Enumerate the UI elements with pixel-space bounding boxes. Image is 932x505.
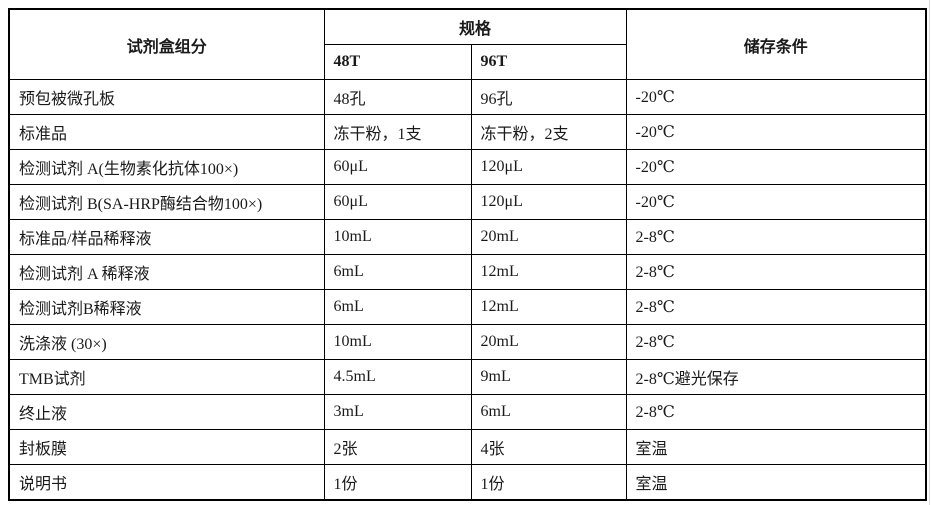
cell-96t: 120μL bbox=[470, 184, 627, 220]
cell-component: 洗涤液 (30×) bbox=[8, 324, 325, 360]
cell-96t: 96孔 bbox=[470, 79, 627, 115]
cell-96t: 12mL bbox=[470, 254, 627, 290]
cell-storage: 室温 bbox=[625, 429, 927, 465]
table-row: 检测试剂 A 稀释液 6mL 12mL 2-8℃ bbox=[8, 254, 927, 290]
cell-storage: 2-8℃避光保存 bbox=[625, 359, 927, 395]
cell-component: 预包被微孔板 bbox=[8, 79, 325, 115]
cell-48t: 6mL bbox=[323, 289, 472, 325]
cell-48t: 10mL bbox=[323, 219, 472, 255]
cell-component: 说明书 bbox=[8, 464, 325, 501]
cell-96t: 9mL bbox=[470, 359, 627, 395]
cell-storage: -20℃ bbox=[625, 79, 927, 115]
cell-component: 检测试剂B稀释液 bbox=[8, 289, 325, 325]
cell-96t: 20mL bbox=[470, 324, 627, 360]
cell-96t: 4张 bbox=[470, 429, 627, 465]
cell-storage: 2-8℃ bbox=[625, 289, 927, 325]
table-row: 终止液 3mL 6mL 2-8℃ bbox=[8, 394, 927, 430]
cell-48t: 6mL bbox=[323, 254, 472, 290]
cell-storage: -20℃ bbox=[625, 149, 927, 185]
page-edge-line bbox=[929, 0, 930, 505]
table-row: 说明书 1份 1份 室温 bbox=[8, 464, 927, 501]
cell-component: 封板膜 bbox=[8, 429, 325, 465]
table-row: TMB试剂 4.5mL 9mL 2-8℃避光保存 bbox=[8, 359, 927, 395]
cell-96t: 6mL bbox=[470, 394, 627, 430]
cell-48t: 1份 bbox=[323, 464, 472, 501]
header-storage: 储存条件 bbox=[625, 8, 927, 80]
cell-48t: 60μL bbox=[323, 184, 472, 220]
header-component: 试剂盒组分 bbox=[8, 8, 325, 80]
cell-component: 标准品 bbox=[8, 114, 325, 150]
cell-48t: 60μL bbox=[323, 149, 472, 185]
cell-48t: 10mL bbox=[323, 324, 472, 360]
cell-storage: 2-8℃ bbox=[625, 219, 927, 255]
cell-storage: 2-8℃ bbox=[625, 394, 927, 430]
cell-storage: -20℃ bbox=[625, 184, 927, 220]
cell-96t: 冻干粉，2支 bbox=[470, 114, 627, 150]
cell-component: 标准品/样品稀释液 bbox=[8, 219, 325, 255]
table-row: 封板膜 2张 4张 室温 bbox=[8, 429, 927, 465]
cell-storage: 室温 bbox=[625, 464, 927, 501]
header-row-sub: 48T 96T bbox=[9, 44, 926, 80]
header-spec: 规格 bbox=[323, 8, 627, 45]
header-96t: 96T bbox=[470, 44, 627, 80]
header-row-top: 试剂盒组分 规格 储存条件 bbox=[8, 8, 927, 80]
table-row: 检测试剂 A(生物素化抗体100×) 60μL 120μL -20℃ bbox=[8, 149, 927, 185]
table-row: 标准品/样品稀释液 10mL 20mL 2-8℃ bbox=[8, 219, 927, 255]
table-row: 洗涤液 (30×) 10mL 20mL 2-8℃ bbox=[8, 324, 927, 360]
cell-component: 检测试剂 B(SA-HRP酶结合物100×) bbox=[8, 184, 325, 220]
cell-storage: 2-8℃ bbox=[625, 254, 927, 290]
cell-48t: 冻干粉，1支 bbox=[323, 114, 472, 150]
cell-storage: 2-8℃ bbox=[625, 324, 927, 360]
table-row: 标准品 冻干粉，1支 冻干粉，2支 -20℃ bbox=[8, 114, 927, 150]
cell-48t: 2张 bbox=[323, 429, 472, 465]
cell-96t: 1份 bbox=[470, 464, 627, 501]
cell-48t: 48孔 bbox=[323, 79, 472, 115]
table-row: 检测试剂B稀释液 6mL 12mL 2-8℃ bbox=[8, 289, 927, 325]
cell-component: TMB试剂 bbox=[8, 359, 325, 395]
header-48t: 48T bbox=[323, 44, 472, 80]
cell-48t: 3mL bbox=[323, 394, 472, 430]
cell-storage: -20℃ bbox=[625, 114, 927, 150]
cell-component: 检测试剂 A 稀释液 bbox=[8, 254, 325, 290]
reagent-kit-table: 试剂盒组分 规格 储存条件 48T 96T 预包被微孔板 48孔 96孔 -20… bbox=[8, 8, 928, 501]
table-row: 检测试剂 B(SA-HRP酶结合物100×) 60μL 120μL -20℃ bbox=[8, 184, 927, 220]
cell-96t: 12mL bbox=[470, 289, 627, 325]
table-row: 预包被微孔板 48孔 96孔 -20℃ bbox=[8, 79, 927, 115]
cell-48t: 4.5mL bbox=[323, 359, 472, 395]
cell-96t: 120μL bbox=[470, 149, 627, 185]
cell-component: 检测试剂 A(生物素化抗体100×) bbox=[8, 149, 325, 185]
cell-96t: 20mL bbox=[470, 219, 627, 255]
cell-component: 终止液 bbox=[8, 394, 325, 430]
